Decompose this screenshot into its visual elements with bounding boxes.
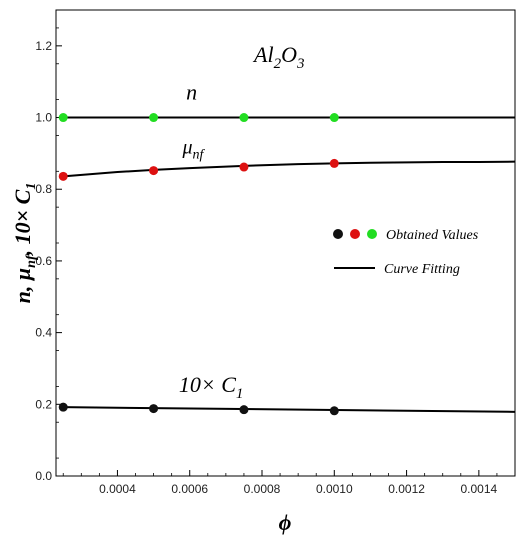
y-tick-label: 1.2: [35, 39, 52, 53]
x-tick-label: 0.0008: [244, 482, 281, 496]
data-point-series-2: [329, 406, 339, 416]
y-axis-title: n, μnf, 10× C1: [10, 183, 39, 304]
chart-title: Al2O3: [252, 42, 304, 72]
y-tick-label: 0.0: [35, 469, 52, 483]
x-tick-label: 0.0014: [461, 482, 498, 496]
y-tick-label: 0.4: [35, 326, 52, 340]
data-point-series-1: [239, 162, 249, 172]
data-point-series-2: [239, 405, 249, 415]
data-point-series-0: [329, 113, 339, 123]
fit-line-series-2: [63, 406, 516, 413]
y-tick-label: 0.2: [35, 397, 52, 411]
data-point-series-0: [239, 113, 249, 123]
y-tick-label: 0.8: [35, 182, 52, 196]
data-point-series-0: [149, 113, 159, 123]
legend: Obtained Values Curve Fitting: [333, 228, 479, 277]
series-label-n: n: [186, 80, 197, 105]
y-tick-label: 0.6: [35, 254, 52, 268]
curve-fits: [63, 116, 516, 413]
data-point-series-2: [149, 404, 159, 414]
y-tick-label: 1.0: [35, 111, 52, 125]
data-point-series-1: [58, 171, 68, 181]
series-label-mu-nf: μnf: [181, 136, 205, 162]
x-axis: 0.0004 0.0006 0.0008 0.0010 0.0012 0.0014: [62, 470, 516, 496]
x-tick-label: 0.0012: [388, 482, 425, 496]
plot-frame: [55, 9, 516, 477]
legend-label-fit: Curve Fitting: [384, 262, 460, 277]
data-point-series-1: [329, 158, 339, 168]
series-label-10c1: 10× C1: [179, 372, 244, 402]
x-axis-title: ϕ: [279, 510, 292, 535]
y-axis: 0.0 0.2 0.4 0.6 0.8 1.0 1.2: [35, 27, 62, 483]
legend-dot-black: [333, 229, 343, 239]
legend-dot-red: [350, 229, 360, 239]
data-markers: [58, 113, 339, 416]
fit-line-series-1: [63, 160, 516, 178]
x-tick-label: 0.0010: [316, 482, 353, 496]
legend-dot-green: [367, 229, 377, 239]
data-point-series-2: [58, 402, 68, 412]
data-point-series-0: [58, 113, 68, 123]
x-tick-label: 0.0004: [99, 482, 136, 496]
x-tick-label: 0.0006: [171, 482, 208, 496]
legend-label-obtained: Obtained Values: [386, 228, 479, 243]
data-point-series-1: [149, 166, 159, 176]
